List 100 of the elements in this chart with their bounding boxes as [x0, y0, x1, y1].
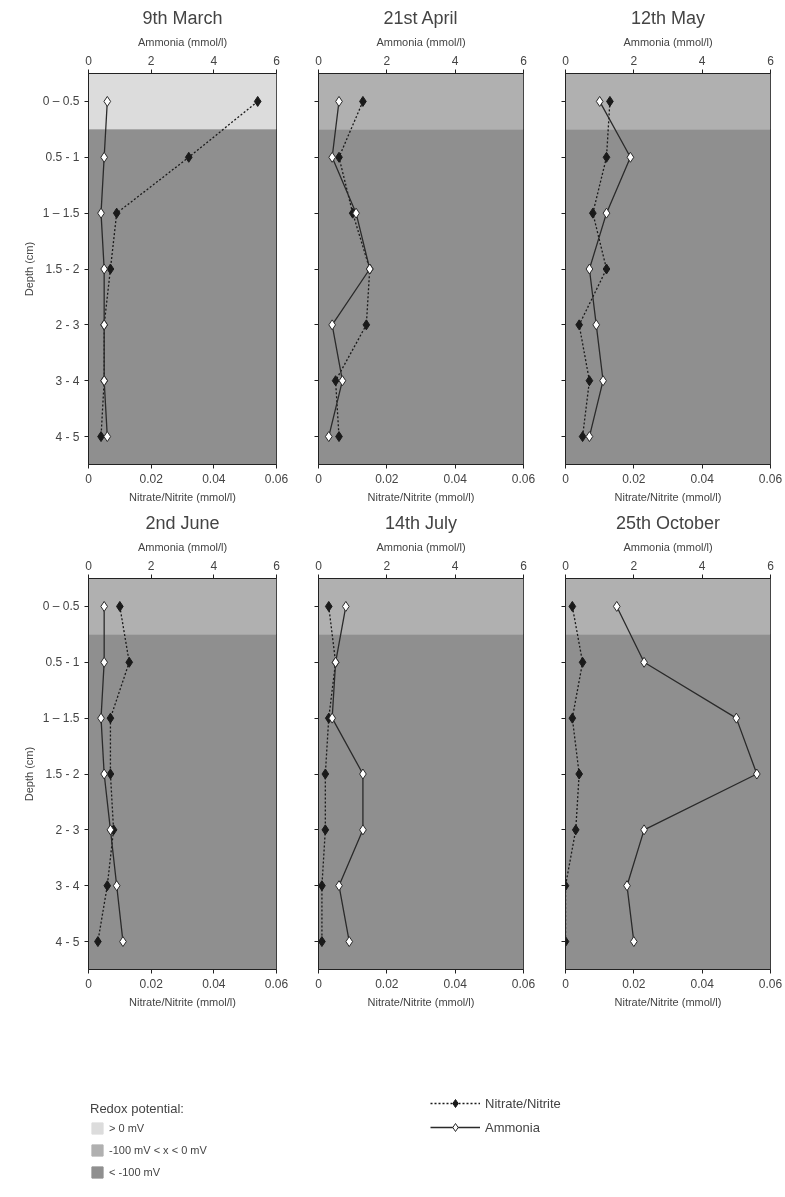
x2-tick-label: 2	[630, 558, 638, 573]
point	[106, 768, 115, 780]
x-axis-title: Nitrate/Nitrite (mmol/l)	[367, 490, 475, 503]
x-tick-label: 0.04	[690, 976, 715, 991]
x2-tick-label: 6	[767, 558, 775, 573]
x2-tick-label: 0	[85, 558, 93, 573]
y-axis-title: Depth (cm)	[22, 241, 35, 297]
point	[732, 712, 741, 724]
point	[602, 207, 611, 219]
x2-axis-title: Ammonia (mmol/l)	[137, 35, 228, 48]
x2-tick-label: 4	[698, 53, 706, 68]
x2-tick-label: 2	[383, 558, 391, 573]
x2-tick-label: 4	[451, 53, 459, 68]
x2-tick-label: 2	[147, 558, 155, 573]
point	[324, 431, 333, 443]
chart-title: 9th March	[142, 7, 223, 28]
x-axis-title: Nitrate/Nitrite (mmol/l)	[129, 995, 236, 1008]
x2-tick-label: 0	[315, 558, 323, 573]
point	[595, 95, 604, 107]
x2-tick-label: 0	[562, 558, 570, 573]
legend-title: Redox potential:	[90, 1101, 185, 1116]
x2-tick-label: 0	[562, 53, 570, 68]
x2-axis-title: Ammonia (mmol/l)	[376, 540, 466, 553]
y-tick-label: 0 – 0.5	[42, 94, 80, 109]
x2-tick-label: 2	[630, 53, 638, 68]
x2-tick-label: 6	[520, 53, 528, 68]
x-tick-label: 0.06	[758, 976, 783, 991]
y-tick-label: 0 – 0.5	[42, 599, 80, 614]
legend-label: < -100 mV	[109, 1166, 161, 1178]
y-tick-label: 2 - 3	[55, 822, 80, 837]
x-tick-label: 0.06	[758, 471, 783, 486]
x2-tick-label: 2	[383, 53, 391, 68]
legend-label: Ammonia	[485, 1119, 540, 1135]
chart-title: 12th May	[630, 7, 706, 28]
x-axis-title: Nitrate/Nitrite (mmol/l)	[614, 995, 722, 1008]
x-tick-label: 0	[85, 976, 93, 991]
point	[362, 319, 371, 331]
point	[112, 880, 121, 892]
point	[568, 712, 577, 724]
x-tick-label: 0.04	[202, 976, 226, 991]
point	[585, 431, 594, 443]
point	[253, 95, 262, 107]
x-tick-label: 0	[315, 471, 323, 486]
point	[103, 880, 112, 892]
point	[345, 936, 354, 948]
x-axis-title: Nitrate/Nitrite (mmol/l)	[129, 490, 236, 503]
chart-title: 25th October	[615, 512, 721, 533]
point	[125, 656, 134, 668]
x-tick-label: 0.04	[202, 471, 226, 486]
x-tick-label: 0.02	[375, 471, 399, 486]
legend-label: Nitrate/Nitrite	[485, 1095, 561, 1111]
x2-tick-label: 0	[85, 53, 93, 68]
y-tick-label: 3 - 4	[55, 373, 80, 388]
x-tick-label: 0	[85, 471, 93, 486]
x-tick-label: 0.04	[690, 471, 715, 486]
y-axis-title: Depth (cm)	[22, 746, 35, 802]
legend-label: > 0 mV	[109, 1122, 145, 1134]
y-tick-label: 1 – 1.5	[42, 206, 80, 221]
x-tick-label: 0.04	[443, 471, 468, 486]
x-tick-label: 0.02	[622, 471, 646, 486]
x2-axis-title: Ammonia (mmol/l)	[623, 540, 713, 553]
y-tick-label: 0.5 - 1	[45, 150, 80, 165]
point	[585, 375, 594, 387]
point	[571, 824, 580, 836]
x-tick-label: 0	[315, 976, 323, 991]
point	[568, 600, 577, 612]
y-tick-label: 3 - 4	[55, 878, 80, 893]
chart-title: 14th July	[384, 512, 458, 533]
y-tick-label: 1.5 - 2	[45, 767, 80, 781]
y-tick-label: 4 - 5	[55, 429, 80, 444]
x2-tick-label: 4	[698, 558, 706, 573]
point	[106, 712, 115, 724]
point	[626, 151, 635, 163]
x-tick-label: 0.06	[511, 471, 536, 486]
y-tick-label: 1.5 - 2	[45, 262, 80, 276]
x-tick-label: 0.06	[264, 471, 289, 486]
x2-tick-label: 4	[451, 558, 459, 573]
x-axis-title: Nitrate/Nitrite (mmol/l)	[614, 490, 722, 503]
point	[578, 656, 587, 668]
x2-tick-label: 4	[210, 558, 218, 573]
x-tick-label: 0	[562, 471, 570, 486]
y-tick-label: 2 - 3	[55, 317, 80, 332]
x-tick-label: 0.02	[622, 976, 646, 991]
point	[578, 431, 587, 443]
x2-axis-title: Ammonia (mmol/l)	[137, 540, 228, 553]
point	[106, 263, 115, 275]
x-axis-title: Nitrate/Nitrite (mmol/l)	[367, 995, 475, 1008]
x2-tick-label: 6	[520, 558, 528, 573]
point	[338, 375, 347, 387]
x2-tick-label: 0	[315, 53, 323, 68]
point	[602, 151, 611, 163]
point	[612, 600, 621, 612]
chart-title: 21st April	[383, 7, 458, 28]
point	[585, 263, 594, 275]
point	[331, 375, 340, 387]
y-tick-label: 0.5 - 1	[45, 655, 80, 670]
x2-axis-title: Ammonia (mmol/l)	[623, 35, 713, 48]
x2-tick-label: 6	[273, 558, 281, 573]
x-tick-label: 0.04	[443, 976, 468, 991]
x2-tick-label: 2	[147, 53, 155, 68]
